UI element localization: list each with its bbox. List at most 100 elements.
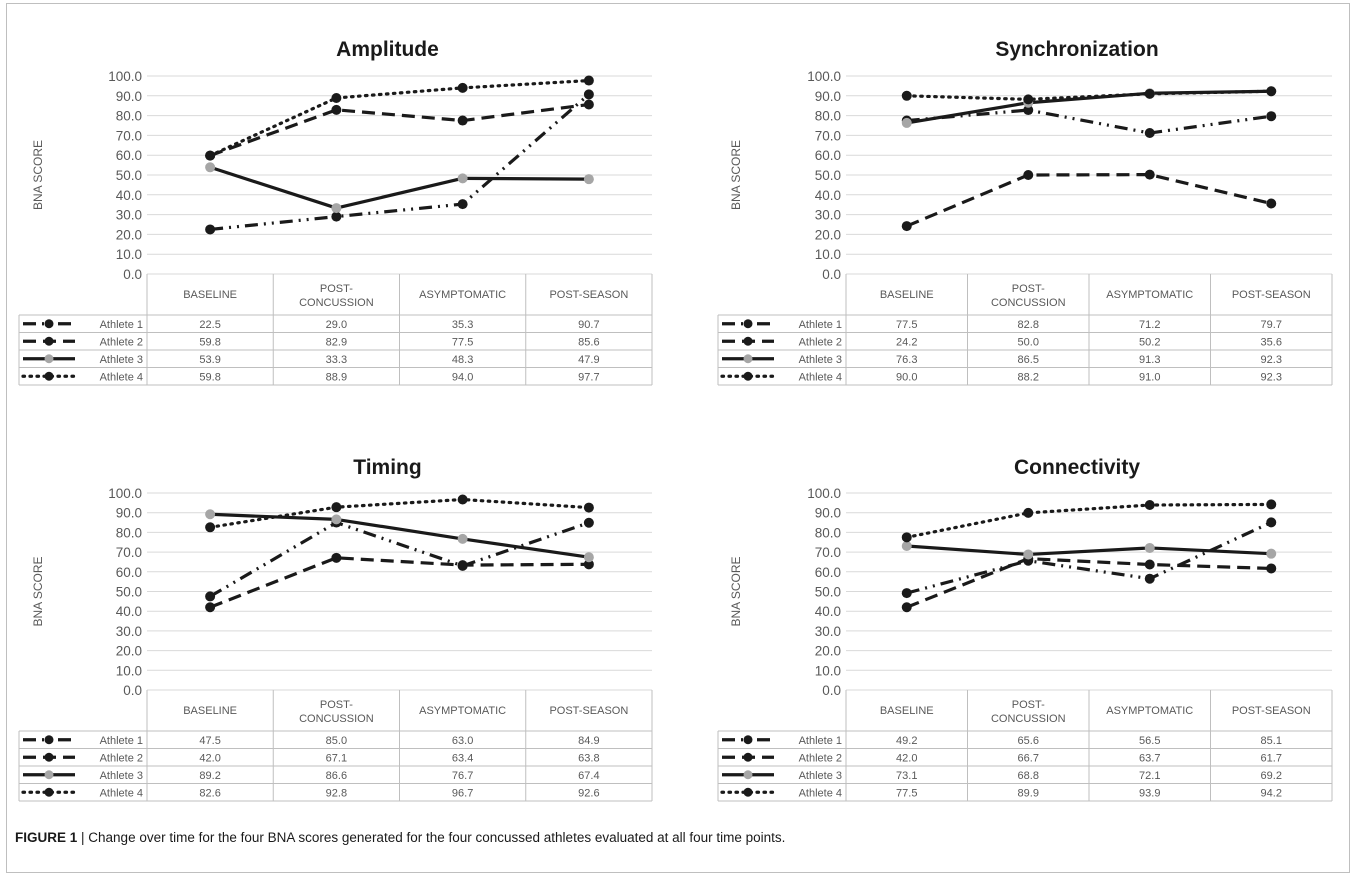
y-tick-label: 20.0 — [116, 644, 142, 659]
y-tick-label: 80.0 — [116, 525, 142, 540]
legend-key-marker — [44, 336, 54, 346]
data-label: 63.8 — [578, 752, 599, 764]
series-line-athlete-4 — [208, 78, 591, 158]
series-line-athlete-2 — [906, 557, 1272, 609]
x-tick-label: ASYMPTOMATIC — [419, 289, 506, 301]
legend-entry: Athlete 2 — [799, 336, 842, 348]
data-point — [457, 173, 468, 184]
data-point — [1266, 111, 1277, 122]
y-tick-label: 0.0 — [123, 683, 142, 698]
data-label: 90.7 — [578, 319, 599, 331]
data-label: 88.9 — [326, 371, 347, 383]
data-label: 77.5 — [452, 336, 473, 348]
data-label: 82.8 — [1018, 319, 1039, 331]
data-label: 50.0 — [1018, 336, 1039, 348]
data-label: 29.0 — [326, 319, 347, 331]
data-point — [1266, 198, 1277, 209]
data-point — [457, 82, 468, 93]
y-tick-label: 10.0 — [815, 247, 841, 262]
data-point — [1144, 88, 1155, 99]
y-tick-label: 40.0 — [116, 604, 142, 619]
data-label: 49.2 — [896, 735, 917, 747]
y-tick-label: 0.0 — [822, 267, 841, 282]
data-label: 93.9 — [1139, 787, 1160, 799]
y-axis-label: BNA SCORE — [31, 556, 45, 626]
series-line-athlete-4 — [905, 502, 1273, 539]
data-label: 24.2 — [896, 336, 917, 348]
data-label: 59.8 — [199, 336, 220, 348]
data-label: 35.3 — [452, 319, 473, 331]
legend-key-marker — [743, 371, 753, 381]
data-point — [901, 540, 912, 551]
data-point — [1023, 94, 1034, 105]
data-point — [901, 588, 912, 599]
legend-entry: Athlete 4 — [799, 371, 842, 383]
data-label: 61.7 — [1261, 752, 1282, 764]
data-point — [1023, 170, 1034, 180]
series-line-athlete-1 — [906, 108, 1272, 135]
data-label: 85.0 — [326, 735, 347, 747]
y-tick-label: 80.0 — [815, 109, 841, 124]
data-label: 94.0 — [452, 371, 473, 383]
data-label: 85.1 — [1261, 735, 1282, 747]
legend-entry: Athlete 3 — [799, 354, 842, 366]
x-tick-label: POST-SEASON — [1232, 705, 1311, 717]
data-point — [1144, 169, 1155, 180]
y-tick-label: 20.0 — [815, 644, 841, 659]
y-tick-label: 50.0 — [815, 168, 841, 183]
data-label: 88.2 — [1018, 371, 1039, 383]
y-tick-label: 10.0 — [116, 663, 142, 678]
data-label: 84.9 — [578, 735, 599, 747]
figure-caption: FIGURE 1 | Change over time for the four… — [15, 830, 1335, 845]
series-line-athlete-1 — [209, 93, 590, 232]
data-label: 47.5 — [199, 735, 220, 747]
data-label: 92.3 — [1261, 354, 1282, 366]
y-tick-label: 50.0 — [116, 585, 142, 600]
data-label: 90.0 — [896, 371, 917, 383]
legend-entry: Athlete 4 — [799, 787, 842, 799]
data-label: 86.6 — [326, 770, 347, 782]
data-label: 48.3 — [452, 354, 473, 366]
x-tick-label: POST-SEASON — [1232, 289, 1311, 301]
data-label: 77.5 — [896, 319, 917, 331]
x-tick-label: BASELINE — [183, 289, 237, 301]
y-axis-label: BNA SCORE — [729, 556, 743, 626]
chart-connectivity: Connectivity BNA SCORE 0.0 10.0 20.0 30.0 40.0… — [717, 456, 1333, 802]
y-tick-label: 40.0 — [116, 188, 142, 203]
data-point — [583, 89, 594, 100]
chart-title: Timing — [353, 456, 421, 479]
data-point — [583, 552, 594, 563]
legend-entry: Athlete 2 — [100, 336, 143, 348]
x-tick-label: CONCUSSION — [991, 297, 1066, 309]
data-point — [331, 211, 342, 222]
legend-key-marker — [44, 770, 54, 780]
data-point — [205, 602, 216, 613]
data-point — [205, 509, 216, 520]
data-point — [1266, 499, 1277, 510]
legend-key-marker — [743, 354, 753, 364]
data-label: 59.8 — [199, 371, 220, 383]
data-point — [1144, 500, 1155, 511]
data-label: 94.2 — [1261, 787, 1282, 799]
y-tick-label: 20.0 — [815, 227, 841, 242]
data-point — [457, 560, 468, 571]
data-label: 65.6 — [1018, 735, 1039, 747]
legend-key-marker — [44, 319, 54, 329]
x-tick-label: BASELINE — [880, 705, 934, 717]
x-tick-label: ASYMPTOMATIC — [419, 705, 506, 717]
y-tick-label: 70.0 — [116, 128, 142, 143]
legend-entry: Athlete 1 — [100, 735, 143, 747]
data-point — [901, 221, 912, 232]
legend-key-marker — [44, 735, 54, 745]
data-point — [583, 174, 594, 185]
y-tick-label: 50.0 — [815, 585, 841, 600]
series-line-athlete-2 — [906, 173, 1272, 228]
data-label: 68.8 — [1018, 770, 1039, 782]
series-line-athlete-2 — [209, 102, 590, 158]
legend-key-marker — [743, 735, 753, 745]
data-point — [583, 75, 594, 86]
data-label: 67.4 — [578, 770, 599, 782]
data-label: 63.4 — [452, 752, 473, 764]
legend-key-marker — [743, 319, 753, 329]
data-label: 56.5 — [1139, 735, 1160, 747]
